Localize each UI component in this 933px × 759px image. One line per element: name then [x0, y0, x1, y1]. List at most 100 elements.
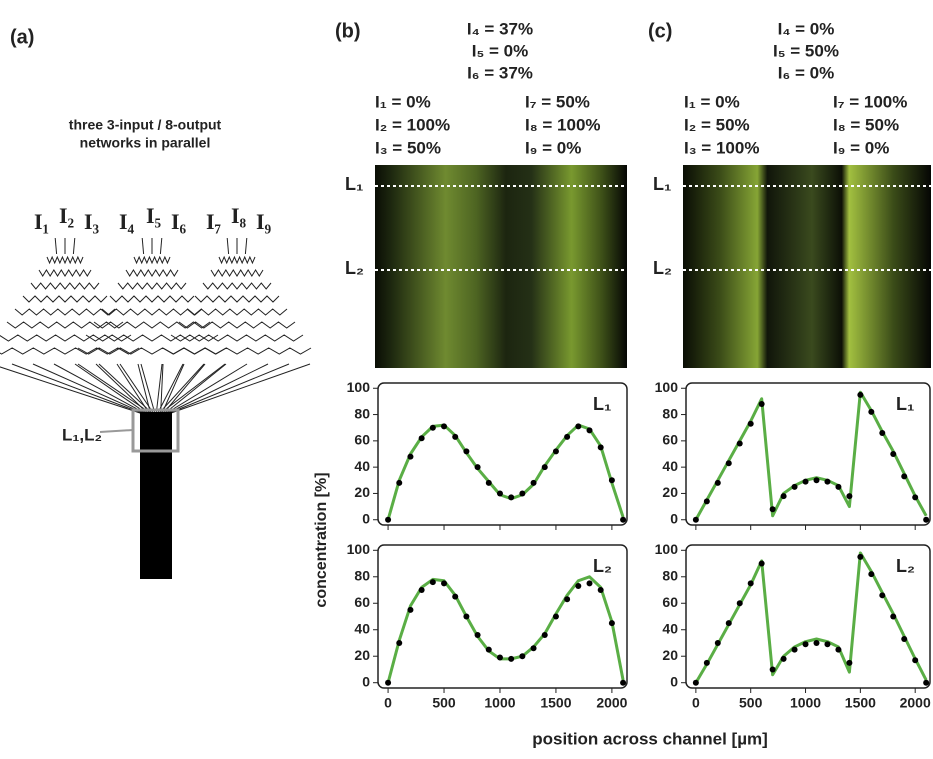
plot-frame [685, 382, 931, 526]
data-point [901, 473, 908, 480]
inlet [54, 237, 58, 255]
outlet [156, 363, 184, 415]
input-label: I₃ [84, 209, 100, 234]
condition: I₇ = 50% [525, 92, 590, 111]
data-point [519, 490, 526, 497]
serpentine [101, 308, 203, 316]
serpentine [0, 347, 140, 355]
y-tick-label: 60 [354, 594, 370, 610]
data-point [575, 423, 582, 430]
serpentine [194, 295, 280, 303]
serpentine [93, 321, 211, 329]
outlet [140, 363, 156, 415]
condition: I₉ = 0% [833, 138, 889, 157]
data-point [736, 600, 743, 607]
data-point [890, 613, 897, 620]
condition: I₃ = 50% [375, 138, 441, 157]
data-point [769, 666, 776, 673]
channel [140, 412, 172, 579]
chart-annotation: L₁ [896, 394, 914, 414]
outlet [32, 363, 146, 415]
outlet [165, 363, 269, 415]
data-point [496, 490, 503, 497]
data-point [714, 479, 721, 486]
data-point [463, 448, 470, 455]
data-point [418, 587, 425, 594]
inlet [159, 237, 163, 255]
condition: I₆ = 37% [467, 63, 533, 82]
data-point [747, 420, 754, 427]
condition: I₈ = 100% [525, 115, 601, 134]
line-label: L₂ [653, 258, 672, 278]
serpentine [46, 255, 84, 265]
input-label: I₉ [256, 209, 272, 234]
data-point [703, 498, 710, 505]
data-point [747, 580, 754, 587]
data-point [802, 641, 809, 648]
data-point [463, 613, 470, 620]
serpentine [210, 269, 264, 277]
serpentine [0, 334, 132, 342]
outlet [160, 363, 164, 415]
data-point [418, 435, 425, 442]
data-point [552, 613, 559, 620]
line-label: L₁ [345, 174, 363, 194]
data-point [441, 580, 448, 587]
data-point [725, 460, 732, 467]
data-point [780, 655, 787, 662]
x-tick-label: 1500 [845, 695, 876, 711]
data-point [835, 483, 842, 490]
data-line [694, 551, 928, 684]
condition: I₂ = 100% [375, 115, 450, 134]
data-point [857, 391, 864, 398]
y-tick-label: 0 [362, 673, 370, 689]
condition: I₃ = 100% [684, 138, 759, 157]
data-point [846, 493, 853, 500]
data-point [541, 632, 548, 639]
data-point [868, 408, 875, 415]
data-point [879, 592, 886, 599]
data-point [474, 464, 481, 471]
data-point [692, 516, 699, 523]
input-label: I₆ [171, 209, 187, 234]
data-point [813, 639, 820, 646]
serpentine [14, 308, 116, 316]
serpentine [22, 295, 108, 303]
x-tick-label: 1000 [790, 695, 821, 711]
panel-label: (a) [10, 26, 34, 48]
input-label: I₂ [59, 203, 75, 228]
condition: I₂ = 50% [684, 115, 750, 134]
serpentine [162, 347, 312, 355]
data-point [791, 483, 798, 490]
outlet [167, 363, 290, 415]
serpentine [109, 295, 195, 303]
y-tick-label: 40 [662, 458, 678, 474]
x-tick-label: 1000 [484, 695, 515, 711]
data-point [846, 659, 853, 666]
x-tick-label: 500 [739, 695, 763, 711]
plot-frame [377, 382, 628, 526]
data-point [541, 464, 548, 471]
data-point [857, 553, 864, 560]
data-point [586, 580, 593, 587]
micrograph [375, 165, 627, 368]
data-point [608, 477, 615, 484]
box-label: L₁,L₂ [62, 425, 102, 444]
panel-label: (c) [648, 20, 672, 42]
outlet [161, 363, 185, 415]
data-point [552, 448, 559, 455]
data-point [758, 401, 765, 408]
outlet [77, 363, 153, 415]
y-tick-label: 60 [354, 432, 370, 448]
serpentine [133, 255, 171, 265]
data-point [780, 493, 787, 500]
chart-annotation: L₁ [593, 394, 611, 414]
data-point [692, 679, 699, 686]
x-tick-label: 2000 [596, 695, 627, 711]
data-line [386, 575, 625, 684]
data-point [597, 587, 604, 594]
scan-lines [375, 185, 931, 271]
data-point [714, 639, 721, 646]
data-point [620, 679, 627, 686]
data-point [485, 646, 492, 653]
